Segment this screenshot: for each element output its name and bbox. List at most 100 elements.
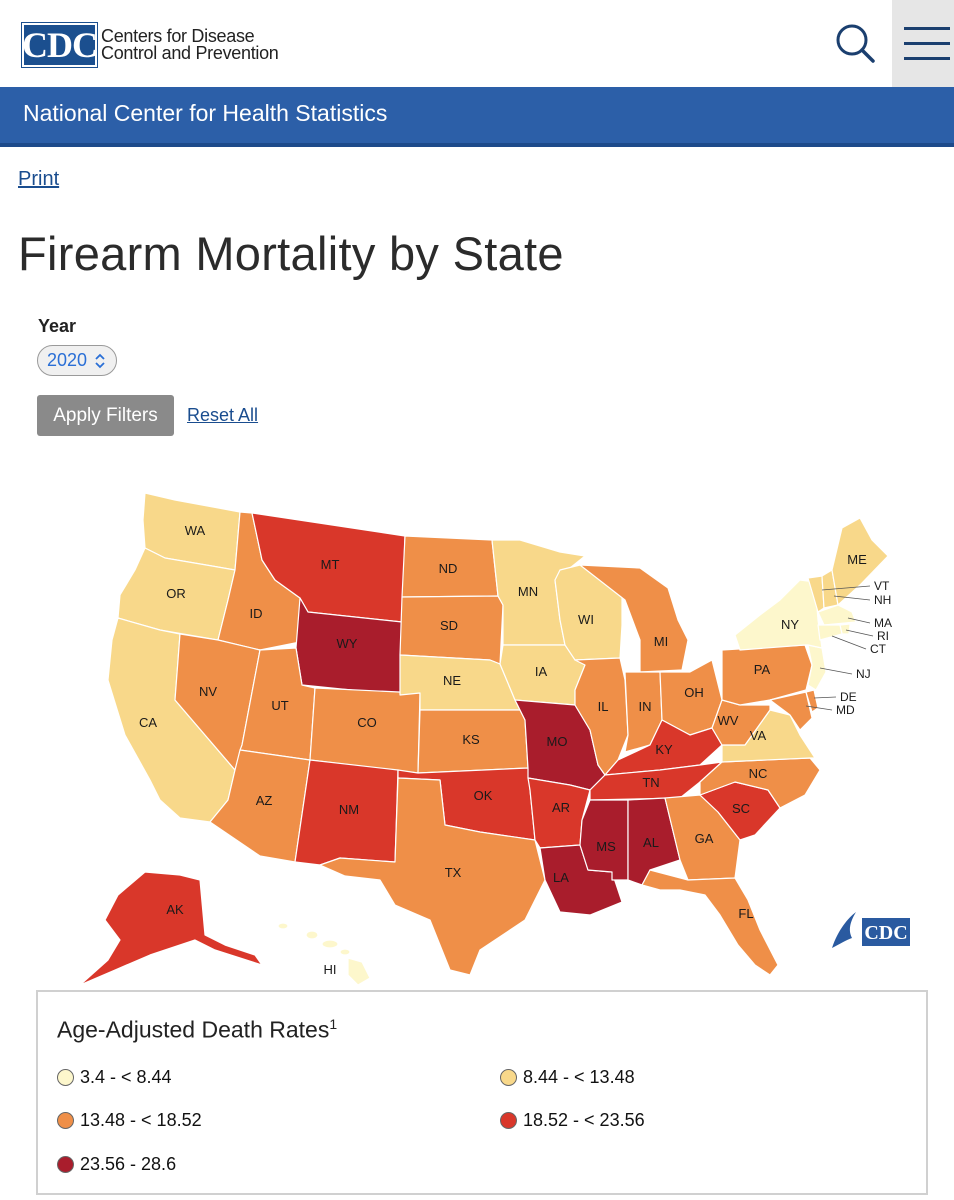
menu-button[interactable] — [892, 0, 954, 87]
cdc-watermark: CDC — [832, 912, 910, 948]
reset-all-link[interactable]: Reset All — [187, 405, 259, 425]
year-select[interactable]: 2020 — [37, 345, 117, 376]
state-AK[interactable] — [79, 871, 263, 986]
label-WI: WI — [578, 612, 594, 627]
label-SC: SC — [732, 801, 750, 816]
legend-item: 23.56 - 28.6 — [57, 1154, 176, 1175]
cdc-logo-text: Centers for Disease Control and Preventi… — [101, 26, 279, 62]
state-PA[interactable] — [721, 644, 813, 706]
label-DE: DE — [840, 690, 857, 704]
label-PA: PA — [754, 662, 771, 677]
label-AL: AL — [643, 835, 659, 850]
label-NV: NV — [199, 684, 217, 699]
label-CT: CT — [870, 642, 887, 656]
label-MT: MT — [321, 557, 340, 572]
label-AZ: AZ — [256, 793, 273, 808]
chevron-up-down-icon — [95, 353, 105, 369]
label-NC: NC — [749, 766, 768, 781]
print-link[interactable]: Print — [18, 168, 60, 190]
label-NY: NY — [781, 617, 799, 632]
label-VT: VT — [874, 579, 890, 593]
state-MI[interactable] — [579, 564, 689, 673]
state-NY[interactable] — [734, 579, 823, 651]
state-MA[interactable] — [817, 604, 857, 626]
label-ME: ME — [847, 552, 867, 567]
label-NJ: NJ — [856, 667, 871, 681]
label-FL: FL — [738, 906, 753, 921]
legend-footnote[interactable]: 1 — [329, 1016, 338, 1032]
cdc-logo[interactable]: CDC Centers for Disease Control and Prev… — [22, 23, 279, 67]
label-OR: OR — [166, 586, 186, 601]
label-MS: MS — [596, 839, 616, 854]
state-IL[interactable] — [574, 657, 629, 776]
cdc-mini-logo — [862, 918, 910, 946]
legend-label: 23.56 - 28.6 — [80, 1154, 177, 1174]
legend-swatch — [57, 1156, 74, 1173]
legend-swatch — [57, 1112, 74, 1129]
search-icon — [836, 24, 875, 63]
state-TX[interactable] — [319, 777, 546, 976]
label-OH: OH — [684, 685, 704, 700]
label-MO: MO — [547, 734, 568, 749]
year-label: Year — [38, 316, 77, 336]
cdc-mini-logo-text: CDC — [864, 922, 907, 944]
label-NE: NE — [443, 673, 461, 688]
state-ME[interactable] — [831, 517, 889, 606]
label-ID: ID — [250, 606, 263, 621]
logo-line-1: Centers for Disease — [101, 26, 255, 46]
legend-item: 13.48 - < 18.52 — [57, 1110, 202, 1131]
legend-swatch — [500, 1112, 517, 1129]
label-NH: NH — [874, 593, 891, 607]
state-HI[interactable] — [277, 922, 371, 986]
state-CT[interactable] — [817, 624, 843, 641]
legend-swatch — [57, 1069, 74, 1086]
label-WA: WA — [185, 523, 206, 538]
label-TN: TN — [642, 775, 659, 790]
label-MI: MI — [654, 634, 668, 649]
label-CA: CA — [139, 715, 157, 730]
label-AK: AK — [166, 902, 184, 917]
hhs-eagle-icon — [832, 912, 856, 948]
legend-label: 8.44 - < 13.48 — [523, 1067, 635, 1087]
state-FL[interactable] — [641, 869, 779, 976]
apply-filters-button[interactable]: Apply Filters — [37, 395, 174, 436]
label-TX: TX — [445, 865, 462, 880]
us-choropleth-map: WA OR CA ID NV MT WY UT AZ CO NM ND SD N… — [79, 492, 910, 986]
cdc-logo-mark: CDC — [22, 23, 98, 67]
legend-swatch — [500, 1069, 517, 1086]
legend-label: 18.52 - < 23.56 — [523, 1110, 645, 1130]
label-ND: ND — [439, 561, 458, 576]
page-title: Firearm Mortality by State — [18, 227, 564, 280]
legend-title-text: Age-Adjusted Death Rates — [57, 1016, 330, 1043]
site-banner: National Center for Health Statistics — [0, 87, 954, 147]
label-NM: NM — [339, 802, 359, 817]
label-LA: LA — [553, 870, 569, 885]
label-CO: CO — [357, 715, 377, 730]
state-MD[interactable] — [769, 691, 813, 731]
menu-icon-bar — [904, 42, 950, 45]
state-labels: WA OR CA ID NV MT WY UT AZ CO NM ND SD N… — [139, 523, 892, 977]
label-VA: VA — [750, 728, 767, 743]
label-SD: SD — [440, 618, 458, 633]
label-KY: KY — [655, 742, 673, 757]
label-IA: IA — [535, 664, 548, 679]
label-HI: HI — [324, 962, 337, 977]
banner-title[interactable]: National Center for Health Statistics — [23, 100, 388, 126]
top-header: CDC Centers for Disease Control and Prev… — [0, 0, 954, 87]
label-AR: AR — [552, 800, 570, 815]
label-IN: IN — [639, 699, 652, 714]
legend-title: Age-Adjusted Death Rates1 — [57, 1016, 337, 1044]
label-RI: RI — [877, 629, 889, 643]
leader-lines — [805, 585, 874, 711]
search-button[interactable] — [830, 20, 880, 68]
label-UT: UT — [271, 698, 288, 713]
label-WY: WY — [337, 636, 358, 651]
label-GA: GA — [695, 831, 714, 846]
menu-icon — [904, 27, 950, 30]
label-OK: OK — [474, 788, 493, 803]
state-CO[interactable] — [309, 687, 421, 774]
label-MA: MA — [874, 616, 892, 630]
legend-item: 3.4 - < 8.44 — [57, 1067, 172, 1088]
legend-label: 13.48 - < 18.52 — [80, 1110, 202, 1130]
label-MN: MN — [518, 584, 538, 599]
